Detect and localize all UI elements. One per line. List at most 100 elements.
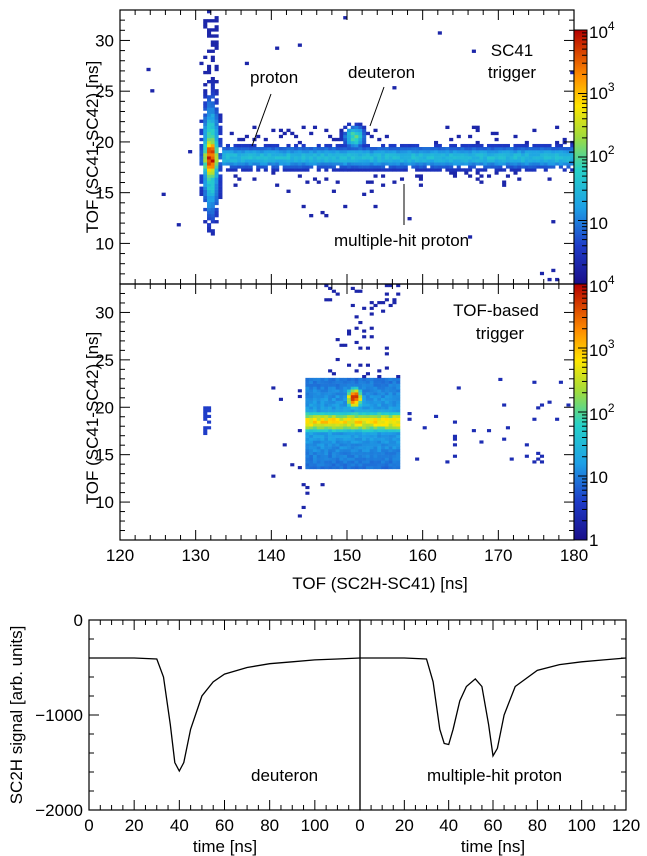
heatmap-cell	[362, 128, 367, 133]
heatmap-cell	[267, 153, 272, 157]
heatmap-cell	[377, 451, 382, 455]
heatmap-cell	[354, 289, 359, 293]
heatmap-cell	[411, 147, 416, 151]
heatmap-cell	[210, 174, 215, 178]
heatmap-cell	[199, 180, 204, 184]
heatmap-cell	[328, 454, 333, 458]
heatmap-cell	[320, 406, 325, 410]
heatmap-cell	[335, 156, 340, 160]
heatmap-cell	[316, 403, 321, 407]
heatmap-cell	[445, 125, 450, 130]
heatmap-cell	[381, 417, 386, 421]
heatmap-cell	[415, 165, 420, 169]
heatmap-cell	[392, 431, 397, 436]
heatmap-cell	[381, 406, 386, 410]
heatmap-cell	[316, 412, 321, 416]
heatmap-cell	[343, 426, 348, 430]
heatmap-cell	[373, 443, 378, 447]
heatmap-cell	[320, 420, 325, 424]
heatmap-cell	[354, 463, 359, 467]
heatmap-cell	[396, 156, 401, 160]
heatmap-cell	[309, 380, 314, 384]
heatmap-cell	[301, 505, 306, 510]
heatmap-cell	[324, 377, 329, 382]
heatmap-cell	[282, 443, 287, 447]
heatmap-cell	[505, 165, 510, 169]
heatmap-cell	[365, 392, 370, 396]
heatmap-cell	[343, 466, 348, 470]
heatmap-cell	[452, 443, 458, 447]
heatmap-cell	[347, 417, 352, 421]
heatmap-cell	[233, 162, 238, 166]
heatmap-cell	[350, 443, 355, 447]
heatmap-cell	[343, 392, 348, 396]
cb-mid-label-1e4: 104	[589, 273, 615, 296]
heatmap-cell	[452, 147, 458, 151]
heatmap-cell	[551, 220, 556, 224]
heatmap-cell	[286, 165, 291, 169]
heatmap-cell	[203, 122, 208, 126]
heatmap-cell	[267, 156, 272, 160]
heatmap-cell	[207, 153, 212, 157]
heatmap-cell	[350, 162, 355, 166]
heatmap-cell	[536, 150, 541, 154]
heatmap-cell	[464, 159, 469, 163]
heatmap-cell	[358, 460, 363, 464]
heatmap-cell	[305, 485, 310, 490]
heatmap-cell	[555, 147, 560, 151]
heatmap-cell	[331, 417, 336, 421]
heatmap-cell	[373, 420, 378, 424]
heatmap-cell	[452, 454, 458, 458]
heatmap-cell	[369, 165, 374, 169]
heatmap-cell	[426, 159, 431, 163]
heatmap-cell	[350, 409, 355, 413]
heatmap-cell	[339, 150, 344, 154]
heatmap-cell	[513, 159, 518, 163]
heatmap-cell	[316, 150, 321, 154]
heatmap-cell	[225, 162, 231, 166]
heatmap-cell	[396, 383, 401, 387]
heatmap-cell	[524, 168, 529, 172]
heatmap-cell	[331, 414, 336, 418]
heatmap-cell	[324, 150, 329, 154]
heatmap-cell	[214, 122, 219, 126]
heatmap-cell	[339, 392, 344, 396]
heatmap-cell	[388, 159, 393, 163]
heatmap-cell	[464, 171, 469, 175]
heatmap-cell	[483, 159, 488, 163]
heatmap-cell	[241, 156, 246, 160]
heatmap-cell	[547, 159, 552, 163]
heatmap-cell	[369, 180, 374, 184]
heatmap-cell	[362, 375, 367, 379]
heatmap-cell	[377, 392, 382, 396]
heatmap-cell	[388, 168, 393, 172]
heatmap-cell	[411, 156, 416, 160]
heatmap-cell	[555, 156, 560, 160]
heatmap-cell	[350, 165, 355, 169]
heatmap-cell	[203, 168, 208, 172]
heatmap-cell	[335, 446, 340, 450]
heatmap-cell	[350, 437, 355, 441]
heatmap-cell	[392, 162, 397, 166]
heatmap-cell	[377, 156, 382, 160]
heatmap-cell	[377, 162, 382, 166]
heatmap-cell	[263, 147, 268, 151]
heatmap-cell	[358, 386, 363, 390]
heatmap-cell	[377, 153, 382, 157]
cb-top-label-1e2: 102	[589, 143, 615, 166]
heatmap-cell	[218, 174, 223, 178]
heatmap-cell	[309, 431, 314, 436]
heatmap-cell	[263, 165, 268, 169]
heatmap-cell	[335, 383, 340, 387]
heatmap-cell	[399, 156, 405, 160]
heatmap-cell	[290, 463, 295, 467]
heatmap-cell	[207, 137, 212, 142]
heatmap-cell	[233, 183, 238, 187]
heatmap-cell	[373, 174, 378, 178]
heatmap-cell	[225, 143, 231, 148]
heatmap-cell	[528, 153, 533, 157]
heatmap-cell	[509, 168, 514, 172]
heatmap-cell	[237, 159, 242, 163]
heatmap-cell	[521, 143, 526, 148]
heatmap-cell	[328, 153, 333, 157]
